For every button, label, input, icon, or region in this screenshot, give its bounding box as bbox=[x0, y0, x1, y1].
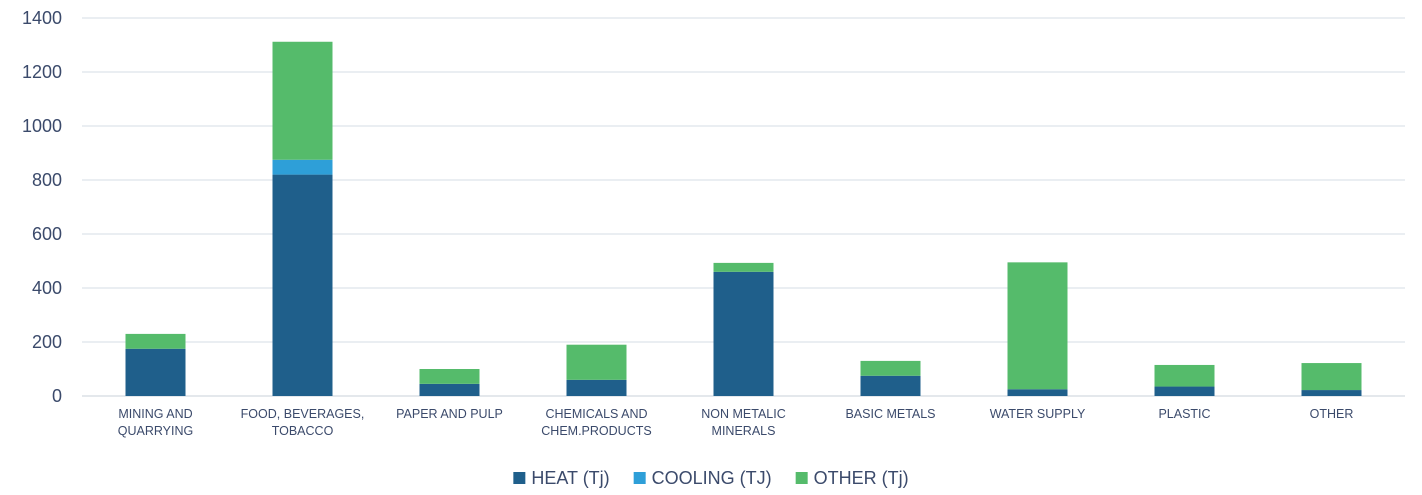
bar-segment bbox=[272, 159, 333, 175]
x-tick-label: PAPER AND PULP bbox=[396, 407, 503, 421]
bar-segment bbox=[566, 344, 627, 380]
legend-label: OTHER (Tj) bbox=[814, 468, 909, 488]
legend-swatch bbox=[513, 472, 526, 484]
y-tick-label: 600 bbox=[32, 224, 62, 244]
x-tick-label: NON METALIC MINERALS bbox=[701, 407, 786, 438]
bar-segment bbox=[419, 369, 480, 384]
x-tick-label: FOOD, BEVERAGES, TOBACCO bbox=[241, 407, 365, 438]
bar-segment bbox=[1154, 364, 1215, 387]
bar-segment bbox=[1301, 363, 1362, 391]
y-axis-ticks: 0 200 400 600 800 1000 1200 1400 bbox=[22, 8, 62, 406]
x-tick-label: CHEMICALS AND CHEM.PRODUCTS bbox=[541, 407, 651, 438]
bar-segment bbox=[713, 262, 774, 272]
x-tick-label: MINING AND QUARRYING bbox=[118, 407, 193, 438]
bar-segment bbox=[1007, 262, 1068, 390]
x-axis-ticks: MINING AND QUARRYING FOOD, BEVERAGES, TOBAC… bbox=[118, 407, 1354, 438]
bar-segment bbox=[125, 333, 186, 349]
bar-segment bbox=[1007, 389, 1068, 396]
x-tick-label: BASIC METALS bbox=[845, 407, 935, 421]
legend-swatch bbox=[795, 472, 808, 484]
bar-segment bbox=[419, 383, 480, 396]
y-tick-label: 200 bbox=[32, 332, 62, 352]
legend-label: COOLING (TJ) bbox=[652, 468, 772, 488]
bar-segment bbox=[272, 41, 333, 160]
x-tick-label: OTHER bbox=[1310, 407, 1354, 421]
bar-segment bbox=[1154, 386, 1215, 396]
y-tick-label: 1400 bbox=[22, 8, 62, 28]
bar-segment bbox=[860, 360, 921, 376]
bars bbox=[125, 41, 1362, 396]
bar-segment bbox=[566, 379, 627, 396]
bar-segment bbox=[1301, 390, 1362, 396]
y-tick-label: 0 bbox=[52, 386, 62, 406]
y-tick-label: 800 bbox=[32, 170, 62, 190]
x-tick-label: WATER SUPPLY bbox=[990, 407, 1086, 421]
bar-segment bbox=[713, 271, 774, 396]
y-tick-label: 1000 bbox=[22, 116, 62, 136]
legend-label: HEAT (Tj) bbox=[531, 468, 609, 488]
bar-segment bbox=[860, 375, 921, 396]
y-tick-label: 1200 bbox=[22, 62, 62, 82]
x-tick-label: PLASTIC bbox=[1158, 407, 1210, 421]
bar-segment bbox=[272, 174, 333, 396]
legend: HEAT (Tj) COOLING (TJ) OTHER (Tj) bbox=[513, 468, 909, 488]
y-tick-label: 400 bbox=[32, 278, 62, 298]
legend-swatch bbox=[633, 472, 646, 484]
bar-segment bbox=[125, 348, 186, 396]
